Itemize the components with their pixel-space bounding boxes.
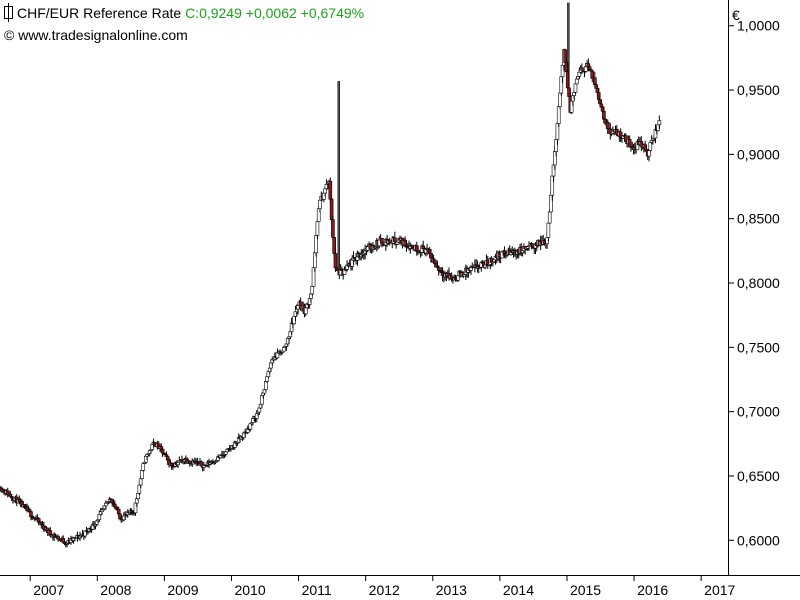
x-tick-label: 2015 [570,582,601,598]
y-tick-label: 0,9000 [737,146,780,162]
y-axis: 1,0000 0,9500 0,9000 0,8500 0,8000 0,7500 0,70… [728,18,780,548]
candle-body [547,211,552,224]
candle-body [160,448,165,454]
candle-body [140,470,144,479]
y-tick-label: 1,0000 [737,18,780,34]
x-axis: 2007 2008 2009 2010 2011 2012 2013 2014 2015 2016… [29,575,736,598]
chart-title: CHF/EUR Reference Rate [17,5,182,21]
copyright-notice: © www.tradesignalonline.com [4,27,188,43]
candlestick-series [0,2,662,548]
candle-body [282,347,286,352]
x-tick-label: 2010 [234,582,265,598]
y-tick-label: 0,6000 [737,532,780,548]
candle-body [605,121,610,130]
y-tick-label: 0,7000 [737,404,780,420]
x-tick-label: 2012 [369,582,400,598]
x-tick-label: 2014 [503,582,534,598]
candlestick-icon [4,3,13,22]
quote-readout: C:0,9249 +0,0062 +0,6749% [185,5,365,21]
candle-body [331,219,335,238]
y-tick-label: 0,9500 [737,82,780,98]
candle-body [573,83,578,93]
candle-body [546,222,551,238]
candle-body [141,463,146,471]
candle-body [116,508,121,515]
candle-body [380,237,384,244]
x-tick-label: 2013 [436,582,467,598]
chart-header: CHF/EUR Reference Rate C:0,9249 +0,0062 … [4,3,365,22]
candle-body [627,139,632,148]
candle-body [556,106,561,124]
x-tick-label: 2017 [704,582,735,598]
candle-body [333,253,338,269]
x-tick-label: 2009 [167,582,198,598]
candle-body [328,181,333,200]
y-tick-label: 0,7500 [737,339,780,355]
y-tick-label: 0,8500 [737,211,780,227]
candle-body [657,120,662,126]
y-tick-label: 0,6500 [737,468,780,484]
x-tick-label: 2007 [33,582,64,598]
x-tick-label: 2016 [637,582,668,598]
candle-body [104,502,108,507]
candle-body [48,530,53,535]
x-tick-label: 2011 [302,582,332,598]
candle-body [310,286,315,295]
y-tick-label: 0,8000 [737,275,780,291]
candle-body [587,66,592,70]
candle-body [318,199,322,210]
y-axis-currency-label: € [732,7,740,23]
x-tick-label: 2008 [100,582,131,598]
candle-body [315,221,320,236]
